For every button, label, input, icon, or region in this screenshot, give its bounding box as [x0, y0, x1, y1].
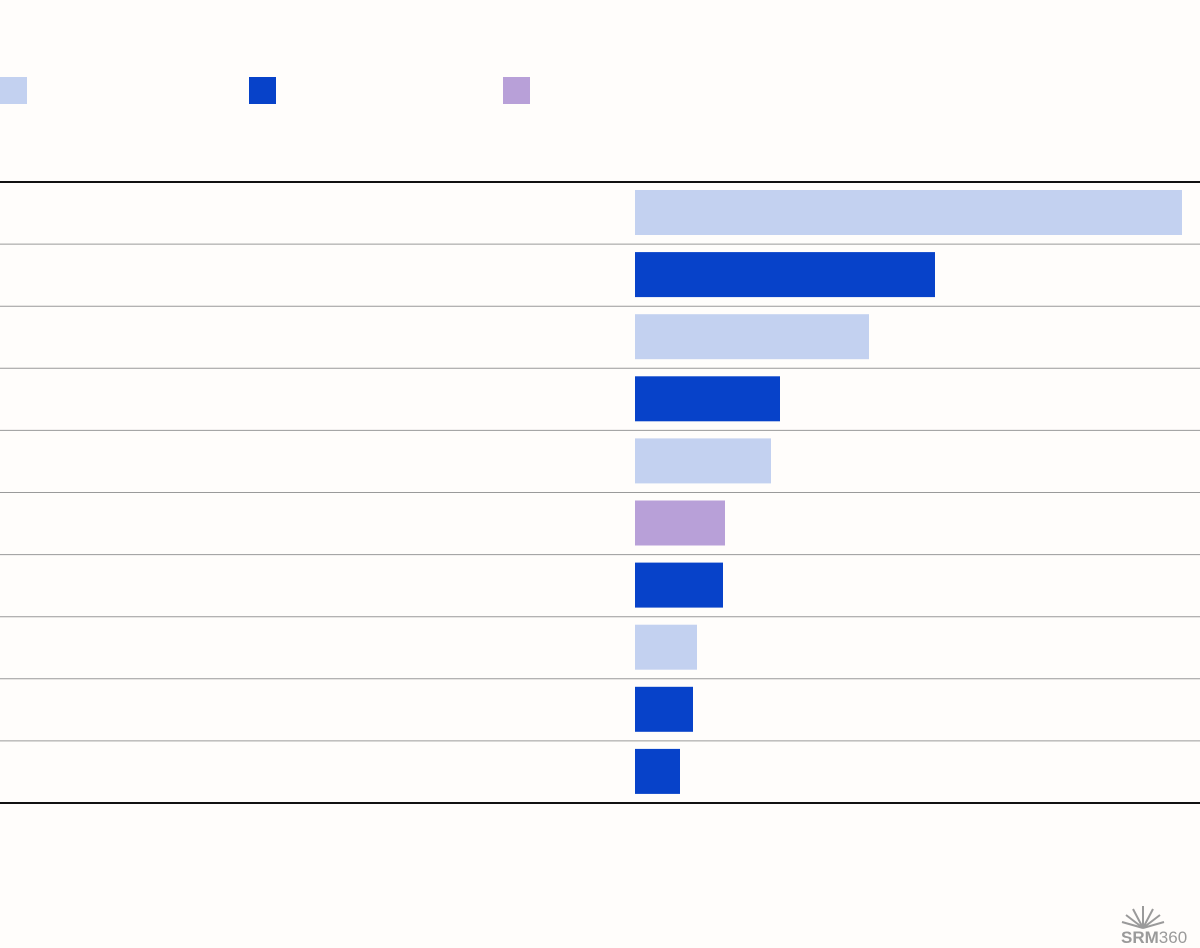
legend-swatch: [249, 77, 276, 104]
logo-rays: [1121, 906, 1165, 929]
legend-swatch: [503, 77, 530, 104]
bar: [635, 686, 693, 732]
bar: [635, 190, 1182, 235]
bar: [635, 562, 723, 608]
bar: [635, 748, 680, 794]
legend-swatch: [0, 77, 27, 104]
bar: [635, 376, 780, 422]
bar: [635, 314, 869, 360]
bar: [635, 252, 935, 298]
bar: [635, 438, 771, 484]
logo: SRM360: [1121, 906, 1187, 947]
logo-number: 360: [1159, 928, 1187, 947]
logo-brand: SRM: [1121, 928, 1159, 947]
logo-text: SRM360: [1121, 928, 1187, 947]
bar: [635, 624, 697, 670]
bar: [635, 500, 725, 546]
